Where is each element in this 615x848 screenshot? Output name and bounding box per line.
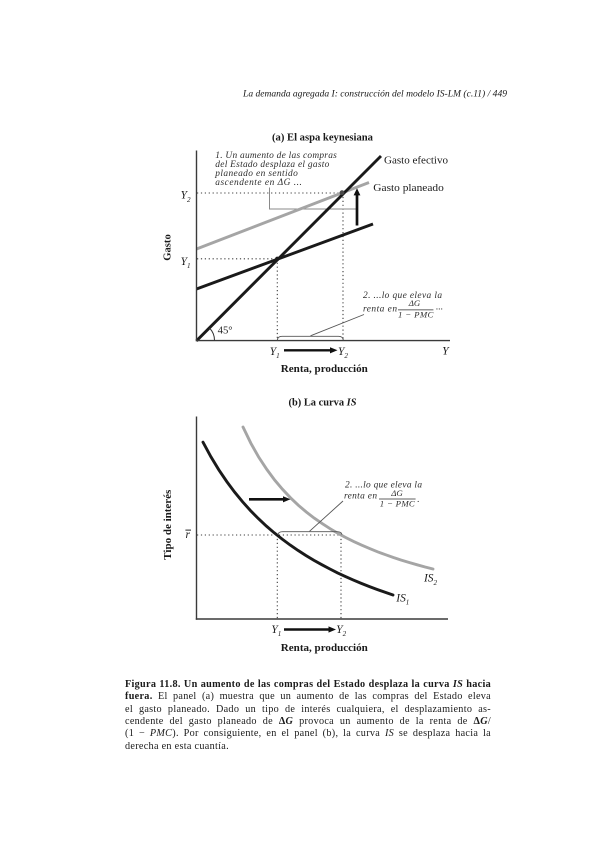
svg-text:1 − PMC: 1 − PMC	[398, 310, 434, 320]
svg-text:Renta, producción: Renta, producción	[281, 364, 368, 375]
svg-text:Y2: Y2	[181, 190, 191, 204]
svg-text:(a) El aspa keynesiana: (a) El aspa keynesiana	[272, 132, 373, 143]
svg-text:Gasto efectivo: Gasto efectivo	[384, 156, 448, 167]
svg-text:45°: 45°	[218, 325, 233, 336]
svg-text:Renta, producción: Renta, producción	[281, 643, 368, 654]
svg-text:...: ...	[436, 303, 443, 313]
svg-text:Y2: Y2	[338, 346, 348, 360]
svg-text:1 − PMC: 1 − PMC	[380, 498, 415, 508]
svg-text:2. ...lo que eleva la: 2. ...lo que eleva la	[363, 291, 442, 301]
svg-text:planeado en sentido: planeado en sentido	[214, 169, 298, 179]
svg-text:Gasto planeado: Gasto planeado	[373, 183, 444, 194]
svg-text:2. ...lo que eleva la: 2. ...lo que eleva la	[345, 480, 422, 490]
svg-text:ΔG: ΔG	[408, 298, 421, 308]
svg-text:del Estado desplaza el gasto: del Estado desplaza el gasto	[215, 160, 329, 170]
svg-text:Gasto: Gasto	[163, 234, 174, 261]
svg-text:IS2: IS2	[423, 573, 438, 587]
svg-text:renta en: renta en	[344, 492, 377, 502]
svg-text:ΔG: ΔG	[390, 488, 403, 498]
svg-text:La demanda agregada I: constru: La demanda agregada I: construcción del …	[242, 89, 507, 99]
svg-text:(b) La curva IS: (b) La curva IS	[289, 397, 357, 408]
svg-text:Y1: Y1	[181, 256, 191, 270]
svg-text:IS1: IS1	[395, 592, 409, 606]
svg-text:Y2: Y2	[336, 624, 346, 638]
svg-text:r: r	[186, 529, 191, 541]
svg-text:Y: Y	[442, 345, 450, 357]
svg-text:1. Un aumento de las compras: 1. Un aumento de las compras	[215, 151, 337, 161]
svg-text:Y1: Y1	[270, 346, 280, 360]
svg-text:renta en: renta en	[363, 305, 397, 315]
svg-text:Tipo de interés: Tipo de interés	[163, 490, 174, 560]
svg-text:ascendente en ΔG ...: ascendente en ΔG ...	[215, 178, 301, 188]
svg-text:.: .	[417, 495, 419, 505]
svg-text:Y1: Y1	[271, 624, 281, 638]
